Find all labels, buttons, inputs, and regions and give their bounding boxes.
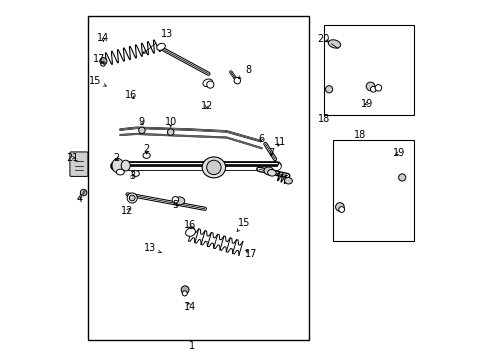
Ellipse shape [185,228,195,236]
Ellipse shape [267,170,276,176]
Text: 13: 13 [144,243,162,253]
Circle shape [129,195,135,201]
Ellipse shape [174,197,184,205]
Text: 19: 19 [392,148,405,158]
Text: 11: 11 [273,137,285,147]
Circle shape [172,197,178,203]
Circle shape [182,291,187,296]
Ellipse shape [142,153,150,158]
Circle shape [370,86,375,92]
Ellipse shape [203,79,212,87]
Text: 4: 4 [77,194,82,204]
Text: 15: 15 [89,76,106,86]
Ellipse shape [284,177,292,184]
Bar [88,16,309,340]
Circle shape [80,189,87,196]
Text: 21: 21 [66,153,79,163]
Text: 12: 12 [121,206,133,216]
Circle shape [338,207,344,212]
Text: 13: 13 [142,29,173,54]
Text: 20: 20 [317,34,329,44]
Circle shape [398,174,405,181]
Circle shape [100,58,107,65]
Circle shape [366,82,374,91]
Text: 16: 16 [183,220,196,230]
Text: 7: 7 [268,148,274,158]
Circle shape [139,127,145,134]
FancyBboxPatch shape [70,152,88,176]
Text: 18: 18 [353,130,365,140]
Text: 6: 6 [258,134,264,144]
Text: 14: 14 [97,33,109,43]
Text: 2: 2 [143,144,149,154]
Circle shape [206,81,213,88]
Ellipse shape [112,158,123,173]
Circle shape [101,62,105,66]
Text: 12: 12 [200,101,212,111]
Circle shape [127,193,137,203]
Ellipse shape [327,40,340,48]
Text: 18: 18 [317,114,329,124]
Bar [332,140,413,241]
Circle shape [167,129,174,135]
Ellipse shape [202,157,225,178]
Ellipse shape [121,160,130,171]
Ellipse shape [264,167,273,175]
Text: 14: 14 [183,302,196,312]
Text: 1: 1 [189,341,195,351]
Circle shape [374,85,381,91]
Circle shape [206,160,221,175]
Text: 3: 3 [129,171,135,181]
Text: 8: 8 [238,65,251,78]
Text: 10: 10 [164,117,177,127]
Text: 16: 16 [125,90,137,100]
Ellipse shape [116,169,124,175]
Text: 5: 5 [172,200,178,210]
Bar [323,25,413,115]
Ellipse shape [132,171,139,176]
Text: 17: 17 [244,249,257,259]
Text: 9: 9 [139,117,144,127]
Circle shape [325,86,332,93]
Text: 17: 17 [92,54,104,64]
Text: 15: 15 [237,218,249,231]
Circle shape [234,77,240,84]
Text: 19: 19 [360,99,372,109]
Ellipse shape [156,43,165,50]
Circle shape [335,203,344,211]
Text: 2: 2 [113,153,120,163]
Circle shape [181,286,189,294]
